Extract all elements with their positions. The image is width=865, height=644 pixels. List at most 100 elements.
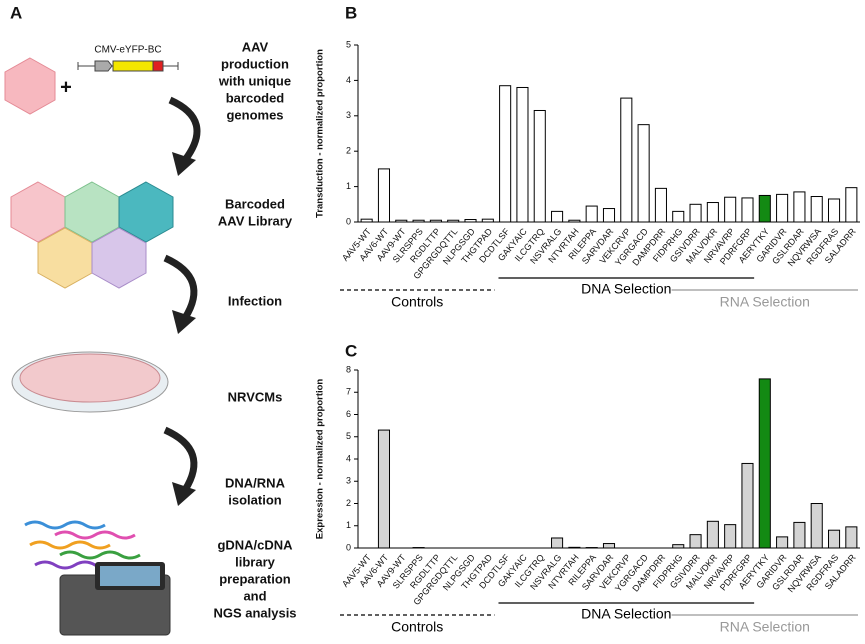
capsid-icon [4, 57, 56, 115]
step-label: Infection [228, 293, 282, 308]
y-tick-label: 2 [346, 146, 351, 156]
step-label: isolation [228, 492, 282, 507]
step-label: AAV Library [218, 213, 293, 228]
panel-a-art [4, 57, 201, 636]
yfp-icon [112, 60, 154, 72]
screen [100, 566, 160, 586]
y-tick-label: 1 [346, 520, 351, 530]
bar [672, 210, 685, 223]
group-label: DNA Selection [581, 281, 671, 297]
dna [24, 520, 106, 530]
panel-label: A [10, 3, 22, 22]
bar [481, 218, 494, 223]
bar [689, 203, 702, 223]
group-label: Controls [391, 294, 443, 310]
bar [706, 202, 719, 223]
y-tick-label: 0 [346, 542, 351, 552]
construct-label: CMV-eYFP-BC [94, 45, 161, 56]
step-label: barcoded [226, 90, 285, 105]
cells [19, 353, 161, 403]
bar [637, 124, 650, 223]
y-tick-label: 4 [346, 75, 351, 85]
arrow [163, 254, 198, 320]
step-label: DNA/RNA [225, 475, 286, 490]
arrow-head [172, 310, 196, 334]
bar [654, 187, 667, 223]
bar [827, 529, 841, 549]
step-label: AAV [242, 39, 269, 54]
barcode-icon [152, 60, 164, 72]
step-label: preparation [219, 571, 291, 586]
dna [29, 540, 111, 550]
step-label: genomes [226, 107, 283, 122]
bar [810, 503, 823, 549]
bar [568, 219, 581, 223]
y-tick-label: 3 [346, 476, 351, 486]
step-label: NGS analysis [213, 605, 296, 620]
panel-label: C [345, 341, 357, 360]
bar [810, 196, 823, 223]
y-tick-label: 4 [346, 453, 351, 463]
bar [447, 219, 460, 223]
arrow-head [172, 152, 196, 176]
step-label: gDNA/cDNA [217, 537, 293, 552]
dna [59, 550, 141, 560]
arrow [168, 96, 201, 163]
bar [689, 534, 702, 549]
group-label: RNA Selection [720, 294, 810, 310]
step-label: NRVCMs [228, 389, 283, 404]
bar [516, 86, 529, 223]
y-tick-label: 5 [346, 39, 351, 49]
bar [620, 97, 633, 223]
bar [672, 544, 685, 549]
bar [706, 520, 719, 549]
bar [551, 537, 564, 549]
group-label: DNA Selection [581, 606, 671, 622]
bar [602, 543, 616, 549]
y-tick-label: 5 [346, 431, 351, 441]
y-tick-label: 0 [346, 216, 351, 226]
bar [776, 536, 789, 549]
y-tick-label: 3 [346, 110, 351, 120]
promoter-icon [94, 60, 113, 72]
capsid-icon [118, 181, 174, 243]
bar [741, 462, 754, 549]
y-tick-label: 6 [346, 409, 351, 419]
bar [568, 546, 581, 549]
step-label: and [243, 588, 266, 603]
group-label: Controls [391, 619, 443, 635]
bar [533, 109, 546, 223]
bar [827, 198, 841, 223]
bar [741, 197, 754, 223]
bar [724, 196, 737, 223]
y-tick-label: 2 [346, 498, 351, 508]
bar [377, 168, 391, 223]
bar [845, 187, 858, 223]
bar [395, 219, 408, 223]
bar [429, 219, 442, 223]
y-tick-label: 7 [346, 387, 351, 397]
bar [585, 205, 598, 223]
step-label: Barcoded [225, 196, 285, 211]
y-tick-label: 1 [346, 181, 351, 191]
plus-sign: + [60, 76, 72, 98]
y-axis-label: Expression - normalized proportion [315, 379, 326, 540]
bar [360, 218, 373, 223]
dna [54, 530, 136, 540]
bar [412, 219, 425, 223]
bar [793, 191, 806, 223]
step-label: with unique [218, 73, 291, 88]
bar [758, 194, 771, 223]
y-tick-label: 8 [346, 364, 351, 374]
capsid-icon [91, 227, 147, 289]
bar [758, 378, 771, 549]
bar [776, 193, 789, 223]
bar [724, 524, 737, 549]
y-axis-label: Transduction - normalized proportion [315, 49, 326, 218]
group-label: RNA Selection [720, 619, 810, 635]
bar [377, 429, 391, 549]
step-label: library [235, 554, 276, 569]
bar [499, 85, 512, 223]
bar [551, 210, 564, 223]
